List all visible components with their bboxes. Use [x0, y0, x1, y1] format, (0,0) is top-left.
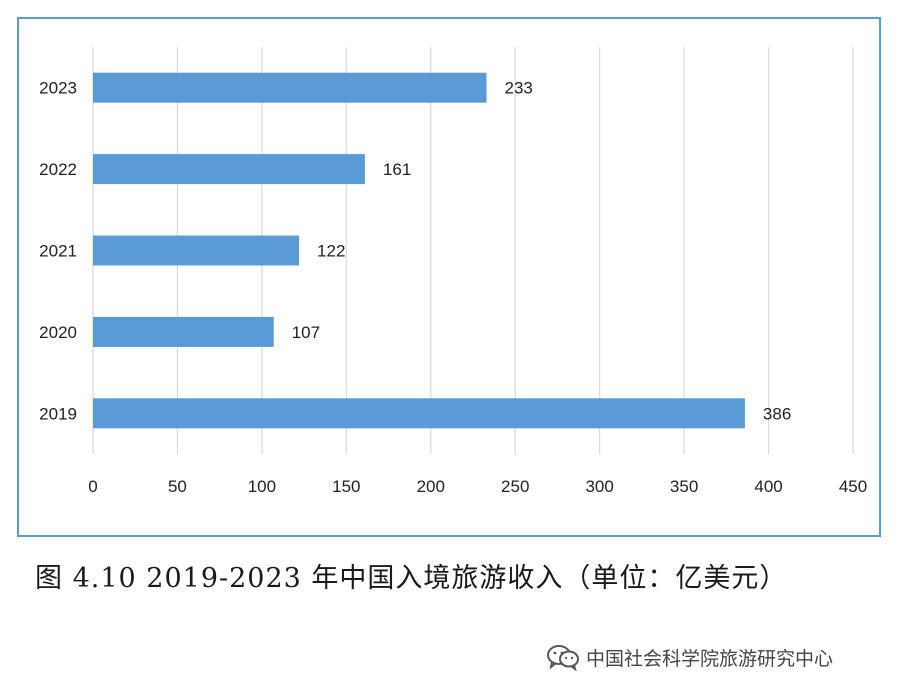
chart-frame: 0 50 100 150 200 250 300 350 400 450 2023 233 2022 16…: [17, 17, 881, 537]
bar-2020: [93, 316, 274, 347]
y-category-label: 2022: [39, 160, 77, 179]
data-label-2023: 233: [505, 79, 533, 98]
y-category-label: 2019: [39, 404, 77, 423]
bar-2021: [93, 235, 300, 266]
x-tick-label: 450: [839, 477, 867, 496]
figure-caption: 图 4.10 2019-2023 年中国入境旅游收入（单位：亿美元）: [35, 563, 788, 594]
gridlines: [92, 47, 854, 454]
data-label-2020: 107: [292, 323, 320, 342]
labels: 0 50 100 150 200 250 300 350 400 450 2023 233 2022 16…: [39, 79, 867, 496]
x-tick-label: 400: [754, 477, 782, 496]
y-category-label: 2023: [39, 79, 77, 98]
x-tick-label: 0: [88, 477, 97, 496]
data-label-2019: 386: [763, 404, 791, 423]
bars: [93, 72, 745, 429]
data-label-2021: 122: [317, 242, 345, 261]
wechat-icon: [547, 645, 579, 671]
bar-2019: [93, 398, 745, 429]
data-label-2022: 161: [383, 160, 411, 179]
bar-chart: 0 50 100 150 200 250 300 350 400 450 2023 233 2022 16…: [39, 47, 867, 496]
x-tick-label: 200: [417, 477, 445, 496]
y-category-label: 2020: [39, 323, 77, 342]
x-tick-label: 300: [585, 477, 613, 496]
watermark-text: 中国社会科学院旅游研究中心: [586, 647, 834, 670]
x-tick-label: 250: [501, 477, 529, 496]
bar-2022: [93, 154, 365, 185]
y-category-label: 2021: [39, 242, 77, 261]
x-tick-label: 50: [168, 477, 187, 496]
watermark: 中国社会科学院旅游研究中心: [546, 640, 833, 674]
x-tick-label: 350: [670, 477, 698, 496]
x-tick-label: 100: [248, 477, 276, 496]
bar-2023: [93, 72, 487, 103]
x-tick-label: 150: [332, 477, 360, 496]
